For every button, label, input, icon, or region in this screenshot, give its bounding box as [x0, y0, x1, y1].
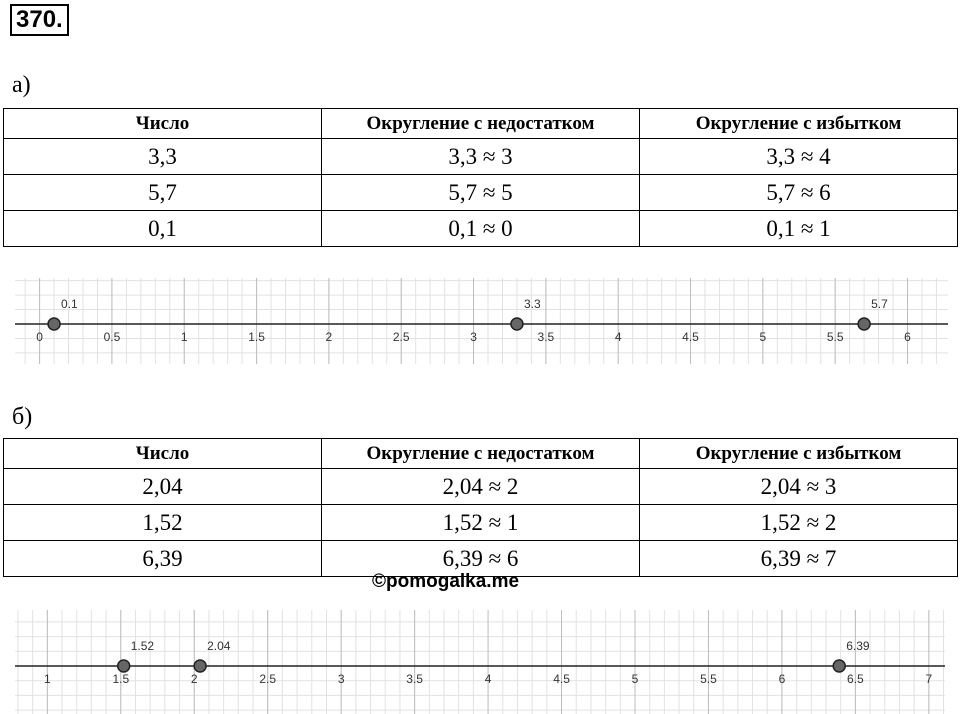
tick-label: 5 — [632, 672, 639, 686]
point — [193, 659, 207, 673]
tick-label: 5 — [760, 330, 767, 344]
header-cell: Округление с недостатком — [321, 438, 640, 469]
tick-label: 2 — [326, 330, 333, 344]
header-row: Число Округление с недостатком Округление … — [3, 438, 958, 469]
point — [116, 659, 131, 673]
tick-label: 6.5 — [847, 672, 864, 686]
tick-label: 1.5 — [248, 330, 265, 344]
cell: 5,7 — [3, 174, 322, 211]
tick-label: 0.5 — [104, 330, 121, 344]
tick-label: 4.5 — [553, 672, 570, 686]
tick-label: 7 — [925, 672, 932, 686]
problem-number: 370. — [10, 4, 69, 36]
cell: 0,1 — [3, 210, 322, 247]
cell: 2,04 — [3, 468, 322, 505]
part-label: а) — [12, 72, 31, 98]
cell: 2,04 ≈ 3 — [639, 468, 958, 505]
point — [47, 317, 61, 331]
point — [832, 659, 846, 673]
cell: 6,39 ≈ 6 — [321, 540, 640, 577]
cell: 5,7 ≈ 5 — [321, 174, 640, 211]
header-cell: Число — [3, 438, 322, 469]
tick-label: 2.5 — [393, 330, 410, 344]
number-line: 0 0.5 1 1.5 2 2.5 3 3.5 4 4.5 5 5.5 6 0.1 3.3 5.7 — [15, 278, 948, 364]
table: Число Округление с недостатком Округление … — [3, 438, 958, 577]
point-label: 1.52 — [131, 639, 155, 653]
cell: 1,52 ≈ 2 — [639, 504, 958, 541]
point — [510, 317, 524, 331]
tick-label: 1.5 — [112, 672, 129, 686]
row: 2,04 2,04 ≈ 2 2,04 ≈ 3 — [3, 468, 958, 505]
cell: 0,1 ≈ 1 — [639, 210, 958, 247]
tick-label: 1 — [181, 330, 188, 344]
cell: 1,52 ≈ 1 — [321, 504, 640, 541]
table: Число Округление с недостатком Округление … — [3, 108, 958, 247]
tick-label: 4 — [485, 672, 492, 686]
row: 0,1 0,1 ≈ 0 0,1 ≈ 1 — [3, 210, 958, 247]
tick-label: 4.5 — [682, 330, 699, 344]
header-cell: Округление с избытком — [639, 438, 958, 469]
tick-label: 2.5 — [259, 672, 276, 686]
point-label: 2.04 — [207, 639, 231, 653]
header-cell: Округление с избытком — [639, 108, 958, 139]
row: 1,52 1,52 ≈ 1 1,52 ≈ 2 — [3, 504, 958, 541]
cell: 3,3 — [3, 138, 322, 175]
point-label: 3.3 — [524, 297, 541, 311]
part-label: б) — [12, 404, 33, 430]
cell: 0,1 ≈ 0 — [321, 210, 640, 247]
tick-label: 2 — [191, 672, 198, 686]
header-cell: Округление с недостатком — [321, 108, 640, 139]
tick-label: 3 — [338, 672, 345, 686]
cell: 3,3 ≈ 4 — [639, 138, 958, 175]
tick-label: 5.5 — [700, 672, 717, 686]
row: 5,7 5,7 ≈ 5 5,7 ≈ 6 — [3, 174, 958, 211]
tick-label: 6 — [779, 672, 786, 686]
tick-label: 5.5 — [827, 330, 844, 344]
tick-label: 4 — [615, 330, 622, 344]
tick-label: 1 — [44, 672, 51, 686]
point-label: 6.39 — [846, 639, 870, 653]
tick-label: 3 — [470, 330, 477, 344]
tick-label: 0 — [36, 330, 43, 344]
header-cell: Число — [3, 108, 322, 139]
cell: 3,3 ≈ 3 — [321, 138, 640, 175]
row: 3,3 3,3 ≈ 3 3,3 ≈ 4 — [3, 138, 958, 175]
point-label: 5.7 — [871, 297, 888, 311]
cell: 1,52 — [3, 504, 322, 541]
cell: 2,04 ≈ 2 — [321, 468, 640, 505]
tick-label: 6 — [904, 330, 911, 344]
row: 6,39 6,39 ≈ 6 6,39 ≈ 7 — [3, 540, 958, 577]
header-row: Число Округление с недостатком Округление … — [3, 108, 958, 139]
tick-label: 3.5 — [538, 330, 555, 344]
cell: 6,39 — [3, 540, 322, 577]
number-line: 1 1.5 2 2.5 3 3.5 4 4.5 5 5.5 6 6.5 71.52 2.04 6.39 — [15, 610, 945, 714]
cell: 5,7 ≈ 6 — [639, 174, 958, 211]
point — [857, 317, 871, 331]
point-label: 0.1 — [61, 297, 78, 311]
tick-label: 3.5 — [406, 672, 423, 686]
cell: 6,39 ≈ 7 — [639, 540, 958, 577]
